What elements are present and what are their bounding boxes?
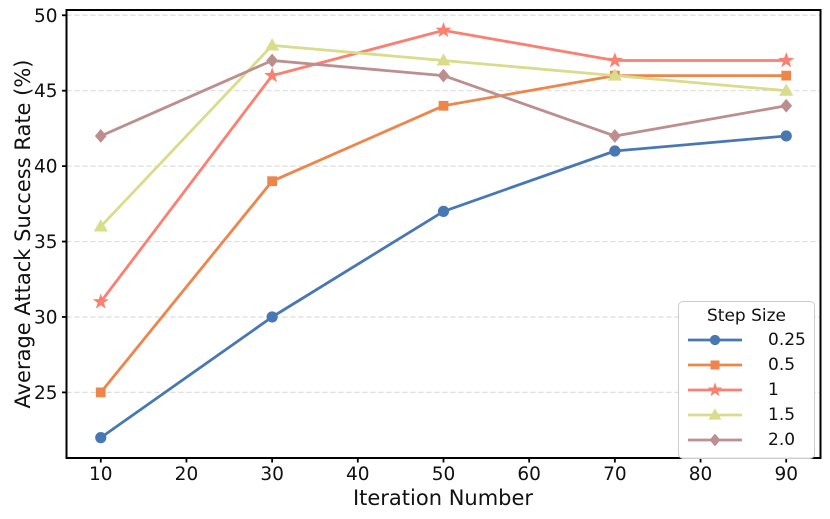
square-legend-sample bbox=[688, 359, 742, 370]
legend-entry-label: 0.25 bbox=[768, 329, 806, 350]
legend-entry-label: 1.5 bbox=[768, 404, 796, 425]
x-tick-label: 60 bbox=[517, 464, 541, 485]
star-legend-sample bbox=[688, 381, 742, 396]
y-tick-label: 40 bbox=[34, 157, 58, 178]
triangle-legend-sample bbox=[688, 407, 742, 420]
x-tick-label: 50 bbox=[432, 464, 456, 485]
legend-entry: 0.5 bbox=[686, 352, 807, 377]
x-tick-label: 10 bbox=[89, 464, 113, 485]
legend: Step Size 0.25 0.5 1 1.5 2.0 bbox=[678, 301, 815, 459]
y-tick-label: 25 bbox=[34, 383, 58, 404]
legend-entry-label: 2.0 bbox=[768, 429, 796, 450]
y-tick-label: 30 bbox=[34, 307, 58, 328]
y-tick-label: 35 bbox=[34, 232, 58, 253]
legend-entry: 1 bbox=[686, 377, 807, 402]
series-0.25 bbox=[95, 130, 792, 444]
series-1.5 bbox=[93, 38, 794, 232]
legend-entry-label: 1 bbox=[768, 379, 779, 400]
x-tick-label: 80 bbox=[689, 464, 713, 485]
legend-entries: 0.25 0.5 1 1.5 2.0 bbox=[686, 327, 807, 452]
series-2.0 bbox=[94, 53, 793, 143]
x-axis-label: Iteration Number bbox=[352, 486, 534, 510]
x-tick-label: 70 bbox=[603, 464, 627, 485]
x-tick-label: 20 bbox=[175, 464, 199, 485]
y-axis: 25 30 35 40 45 50 bbox=[34, 6, 67, 404]
y-axis-label: Average Attack Success Rate (%) bbox=[11, 59, 35, 409]
x-tick-label: 40 bbox=[346, 464, 370, 485]
x-axis: 10 20 30 40 50 60 70 80 90 bbox=[89, 458, 798, 485]
y-tick-label: 50 bbox=[34, 6, 58, 27]
series-1 bbox=[92, 21, 795, 309]
legend-entry: 1.5 bbox=[686, 402, 807, 427]
legend-entry: 0.25 bbox=[686, 327, 807, 352]
diamond-legend-sample bbox=[688, 433, 742, 446]
circle-legend-sample bbox=[688, 334, 742, 345]
legend-entry: 2.0 bbox=[686, 427, 807, 452]
x-tick-label: 90 bbox=[774, 464, 798, 485]
legend-title: Step Size bbox=[706, 306, 786, 326]
x-tick-label: 30 bbox=[260, 464, 284, 485]
y-tick-label: 45 bbox=[34, 81, 58, 102]
legend-entry-label: 0.5 bbox=[768, 354, 796, 375]
